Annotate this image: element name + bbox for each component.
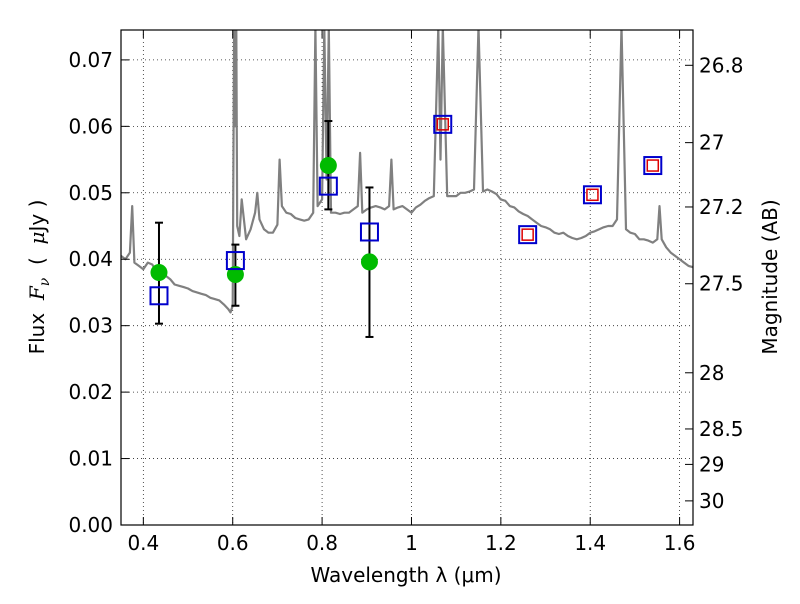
model-flux-inner-square xyxy=(646,159,660,172)
x-tick-label: 1.4 xyxy=(574,531,606,555)
model-flux-square xyxy=(225,251,245,271)
right-tick-label: 27 xyxy=(699,131,724,155)
model-flux-square xyxy=(433,114,453,134)
spectrum-line xyxy=(121,30,693,314)
y-tick-label: 0.01 xyxy=(68,447,113,471)
model-flux-square xyxy=(359,222,379,242)
right-tick-label: 30 xyxy=(699,489,724,513)
right-tick-label: 27.5 xyxy=(699,272,744,296)
right-tick-label: 28 xyxy=(699,361,724,385)
model-flux-inner-square xyxy=(521,228,534,241)
x-tick-label: 0.8 xyxy=(306,531,338,555)
model-flux-square xyxy=(318,176,338,196)
model-flux-inner-square xyxy=(586,188,599,202)
y-tick-label: 0.00 xyxy=(68,513,113,537)
right-tick-label: 28.5 xyxy=(699,417,744,441)
right-axis-title: Magnitude (AB) xyxy=(758,199,782,354)
observed-flux-point xyxy=(319,157,337,175)
x-axis-title: Wavelength λ (μm) xyxy=(310,563,501,587)
model-flux-square xyxy=(643,156,663,176)
x-tick-label: 0.6 xyxy=(217,531,249,555)
model-flux-square xyxy=(518,225,538,245)
model-flux-square xyxy=(582,185,602,205)
y-tick-label: 0.03 xyxy=(68,314,113,338)
right-tick-label: 27.2 xyxy=(699,195,744,219)
y-tick-label: 0.04 xyxy=(68,247,113,271)
y-tick-label: 0.06 xyxy=(68,114,113,138)
data-layer xyxy=(121,30,693,338)
y-tick-label: 0.02 xyxy=(68,380,113,404)
x-tick-label: 1 xyxy=(405,531,418,555)
observed-flux-point xyxy=(360,253,378,271)
x-tick-label: 0.4 xyxy=(127,531,159,555)
x-tick-label: 1.2 xyxy=(485,531,517,555)
y-axis-title: Flux Fν ( μJy ) xyxy=(25,200,53,355)
grid-layer xyxy=(121,30,693,526)
axes-layer: 0.4 0.6 0.8 1 1.2 1.4 1.6 0.00 0.01 0.02 0.03 0.04 0… xyxy=(68,29,744,555)
plot-frame xyxy=(120,29,694,526)
observed-flux-point xyxy=(150,264,168,282)
y-tick-label: 0.05 xyxy=(68,181,113,205)
observed-flux-point xyxy=(226,266,244,284)
right-tick-label: 29 xyxy=(699,452,724,476)
y-tick-label: 0.07 xyxy=(68,48,113,72)
model-flux-square xyxy=(149,286,169,306)
x-tick-label: 1.6 xyxy=(664,531,696,555)
right-tick-label: 26.8 xyxy=(699,53,744,77)
model-flux-inner-square xyxy=(436,118,449,131)
